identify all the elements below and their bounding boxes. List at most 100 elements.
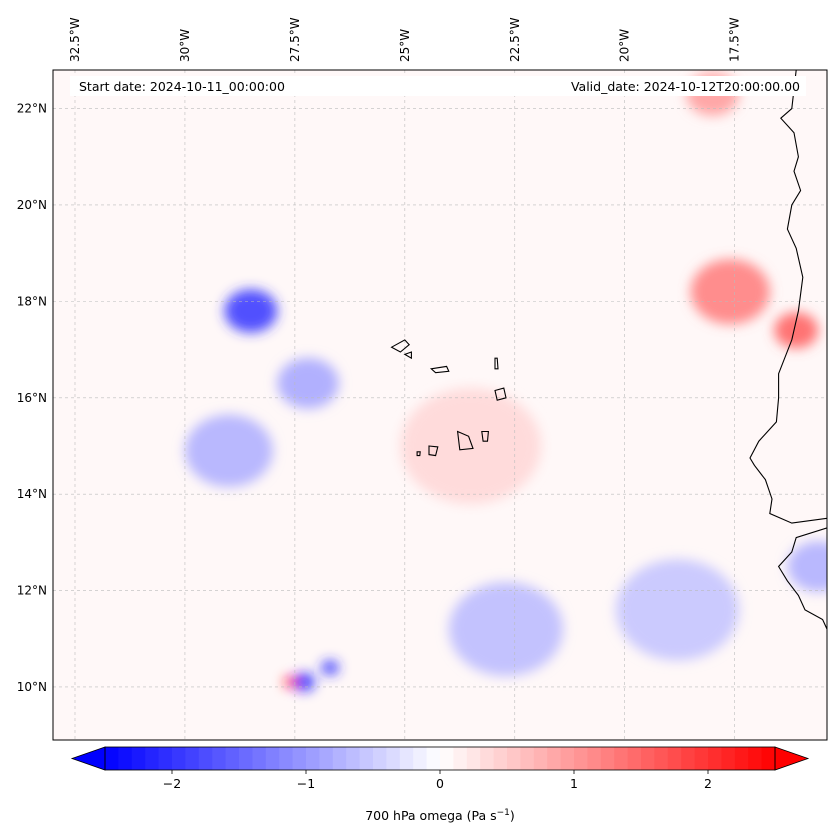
colorbar-segment: [131, 747, 146, 770]
lat-label: 22°N: [17, 102, 47, 116]
colorbar-tick-label: 2: [704, 776, 712, 791]
colorbar-title-sup: −1: [497, 808, 510, 818]
colorbar-segment: [306, 747, 320, 770]
colorbar-tick-label: 1: [570, 776, 578, 791]
island-fogo: [428, 445, 439, 457]
colorbar-segment: [654, 747, 669, 770]
coastline-africa: [749, 70, 827, 524]
colorbar-segment: [761, 747, 776, 770]
colorbar-segment: [225, 747, 240, 770]
colorbar-segment: [386, 747, 401, 770]
colorbar-ticks: −2 −1 0 1 2: [163, 770, 712, 791]
field-ascent-region-11N: [448, 582, 564, 677]
colorbar-segment: [493, 747, 508, 770]
field-ascent-band-15N: [184, 414, 273, 487]
valid-date-label: Valid_date: 2024-10-12T20:00:00.00: [571, 79, 800, 94]
colorbar-segment: [212, 747, 226, 770]
colorbar-segment: [198, 747, 213, 770]
colorbar-extend-low: [70, 746, 106, 771]
colorbar-segment: [399, 747, 414, 770]
omega-field: [184, 72, 827, 692]
colorbar-segment: [105, 747, 119, 770]
field-descent-band-18N: [690, 259, 770, 325]
field-descent-spot-10N: [283, 676, 298, 688]
colorbar-segment: [440, 747, 454, 770]
colorbar-segment: [694, 747, 709, 770]
colorbar-segments: [105, 747, 776, 770]
colorbar-segment: [641, 747, 655, 770]
field-ascent-spot-10N-east: [321, 660, 339, 675]
colorbar-segment: [734, 747, 749, 770]
lat-label: 16°N: [17, 391, 47, 405]
longitude-labels: 32.5°W 30°W 27.5°W 25°W 22.5°W 20°W 17.5°W: [68, 17, 742, 62]
island-santo-antao: [390, 339, 410, 353]
colorbar-segment: [533, 747, 548, 770]
field-descent-central-15N: [400, 388, 542, 504]
colorbar-segment: [172, 747, 186, 770]
colorbar-segment: [292, 747, 307, 770]
colorbar-segment: [466, 747, 481, 770]
colorbar-segment: [252, 747, 267, 770]
colorbar-segment: [145, 747, 159, 770]
colorbar-segment: [373, 747, 387, 770]
colorbar-segment: [480, 747, 494, 770]
island-sao-nicolau: [429, 365, 450, 374]
field-ascent-core-10N: [292, 673, 315, 692]
lon-label: 32.5°W: [68, 17, 82, 62]
colorbar-segment: [332, 747, 347, 770]
island-sao-vicente: [403, 351, 412, 360]
colorbar-segment: [627, 747, 642, 770]
colorbar-segment: [708, 747, 722, 770]
island-santiago: [456, 430, 474, 451]
colorbar-segment: [118, 747, 133, 770]
lon-label: 20°W: [618, 29, 632, 62]
coastlines: [390, 70, 827, 630]
colorbar-segment: [587, 747, 602, 770]
colorbar-segment: [721, 747, 736, 770]
lon-label: 27.5°W: [288, 17, 302, 62]
colorbar-segment: [507, 747, 521, 770]
start-date-label: Start date: 2024-10-11_00:00:00: [79, 79, 285, 94]
colorbar-segment: [681, 747, 695, 770]
gridlines: [53, 70, 827, 740]
lat-label: 12°N: [17, 584, 47, 598]
colorbar-segment: [413, 747, 427, 770]
colorbar-tick-label: 0: [436, 776, 444, 791]
field-ascent-coast-12N: [787, 541, 827, 592]
colorbar-segment: [359, 747, 374, 770]
colorbar-segment: [319, 747, 334, 770]
coastline-africa-south: [777, 527, 827, 630]
lon-label: 25°W: [398, 29, 412, 62]
colorbar-segment: [158, 747, 173, 770]
colorbar-segment: [185, 747, 200, 770]
colorbar-extend-high: [774, 746, 810, 771]
colorbar-segment: [426, 747, 441, 770]
colorbar-segment: [667, 747, 682, 770]
colorbar-segment: [346, 747, 360, 770]
field-ascent-cluster-18N: [224, 289, 278, 333]
field-ascent-region-12N-east: [615, 559, 740, 661]
field-descent-core-17N: [774, 312, 819, 349]
lat-label: 20°N: [17, 198, 47, 212]
colorbar-segment: [520, 747, 535, 770]
colorbar-tick-label: −2: [163, 776, 181, 791]
lat-label: 10°N: [17, 680, 47, 694]
latitude-labels: 10°N 12°N 14°N 16°N 18°N 20°N 22°N: [17, 102, 47, 694]
colorbar-segment: [239, 747, 253, 770]
colorbar-segment: [547, 747, 561, 770]
island-boa-vista: [494, 387, 507, 401]
colorbar-title-end: ): [510, 808, 515, 823]
island-maio: [481, 430, 490, 442]
lon-label: 22.5°W: [508, 17, 522, 62]
lat-label: 14°N: [17, 487, 47, 501]
island-brava: [416, 451, 421, 457]
colorbar-title-main: 700 hPa omega (Pa s: [365, 808, 496, 823]
lon-label: 30°W: [178, 29, 192, 62]
colorbar-segment: [614, 747, 628, 770]
colorbar-segment: [279, 747, 293, 770]
lon-label: 17.5°W: [728, 17, 742, 62]
colorbar-tick-label: −1: [297, 776, 315, 791]
colorbar: −2 −1 0 1 2 700 hPa omega (Pa s−1): [70, 746, 810, 823]
island-sal: [494, 357, 499, 370]
